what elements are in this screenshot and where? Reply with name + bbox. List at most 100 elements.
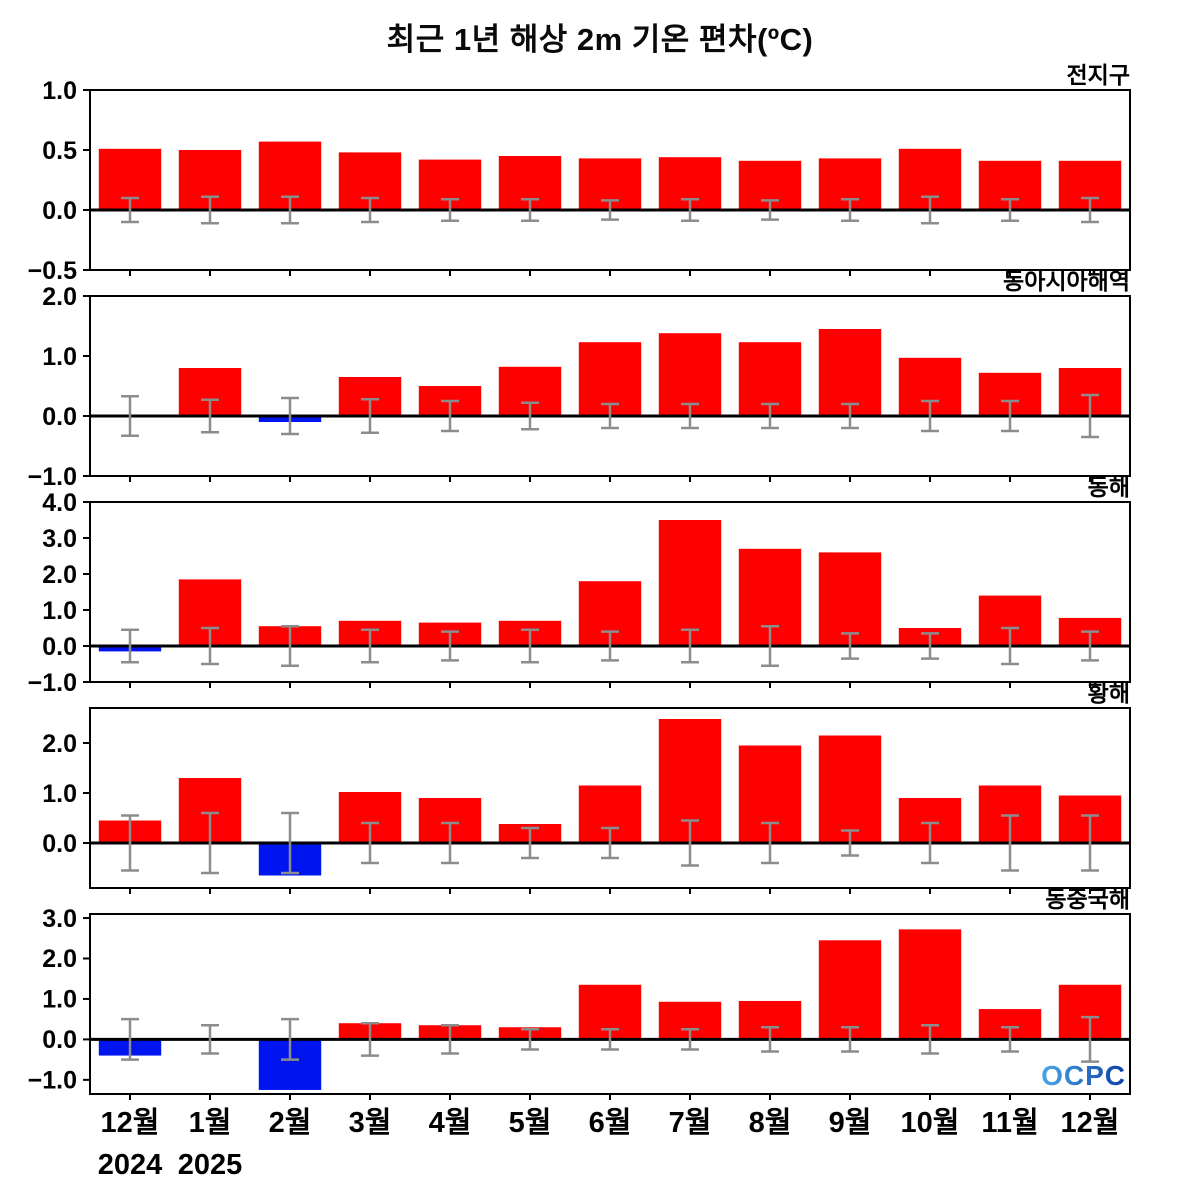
error-bar-11월 xyxy=(1001,814,1019,872)
error-bar-4월 xyxy=(441,197,459,223)
x-label-12: 12월 xyxy=(1061,1106,1120,1139)
error-bar-9월 xyxy=(841,402,859,430)
error-bar-11월 xyxy=(1001,197,1019,223)
panel-title: 동해 xyxy=(1088,474,1130,500)
error-bar-5월 xyxy=(521,826,539,860)
error-bar-9월 xyxy=(841,632,859,660)
error-bar-12월 xyxy=(1081,393,1099,439)
error-bar-11월 xyxy=(1001,1026,1019,1053)
error-bar-8월 xyxy=(761,821,779,865)
panel-전지구: 전지구 1.0 0.5 0.0 −0.5 xyxy=(28,62,1131,285)
error-bar-12월 xyxy=(121,1017,139,1061)
error-bar-6월 xyxy=(601,826,619,860)
error-bar-12월 xyxy=(121,814,139,872)
panel-title: 동아시아해역 xyxy=(1003,268,1130,294)
x-label-8: 8월 xyxy=(749,1106,792,1139)
error-bar-3월 xyxy=(361,397,379,435)
error-bar-5월 xyxy=(521,197,539,223)
error-bar-2월 xyxy=(281,811,299,875)
x-label-4: 4월 xyxy=(429,1106,472,1139)
error-bar-8월 xyxy=(761,624,779,668)
error-bar-2월 xyxy=(281,1017,299,1061)
x-label-9: 9월 xyxy=(829,1106,872,1139)
bar-7월 xyxy=(658,520,722,646)
error-bar-9월 xyxy=(841,197,859,223)
y-tick-label: 0.0 xyxy=(42,403,77,431)
error-bar-12월 xyxy=(1081,1015,1099,1063)
panel-동아시아해역: 동아시아해역 2.0 1.0 0.0 −1.0 xyxy=(28,268,1131,491)
y-tick-label: 1.0 xyxy=(42,780,77,808)
error-bar-3월 xyxy=(361,628,379,664)
error-bar-12월 xyxy=(121,628,139,664)
error-bar-12월 xyxy=(121,394,139,438)
panel-title: 동중국해 xyxy=(1045,886,1130,912)
panels-container: 전지구 1.0 0.5 0.0 −0.5 동아시아해역 2.0 1.0 0.0 −1.0 동해 4.0… xyxy=(0,62,1200,1100)
y-tick-label: 0.0 xyxy=(42,830,77,858)
x-label-3: 3월 xyxy=(349,1106,392,1139)
y-tick-label: 3.0 xyxy=(42,905,77,933)
error-bar-2월 xyxy=(281,195,299,225)
y-tick-label: 1.0 xyxy=(42,986,77,1014)
panel-title: 황해 xyxy=(1088,680,1130,706)
y-tick-label: 0.0 xyxy=(42,633,77,661)
y-tick-label: 2.0 xyxy=(42,561,77,589)
y-tick-label: −1.0 xyxy=(28,1067,77,1095)
error-bar-6월 xyxy=(601,199,619,221)
error-bar-2월 xyxy=(281,624,299,668)
x-label-6: 6월 xyxy=(589,1106,632,1139)
bar-9월 xyxy=(818,940,882,1040)
bar-7월 xyxy=(658,333,722,416)
error-bar-10월 xyxy=(921,399,939,433)
error-bar-4월 xyxy=(441,399,459,433)
error-bar-1월 xyxy=(201,626,219,666)
year-label-2025: 2025 xyxy=(178,1149,243,1181)
x-label-7: 7월 xyxy=(669,1106,712,1139)
y-tick-label: 3.0 xyxy=(42,525,77,553)
y-tick-label: −0.5 xyxy=(28,257,77,285)
panel-title: 전지구 xyxy=(1067,62,1130,88)
panel-황해: 황해 2.0 1.0 0.0 xyxy=(42,680,1131,894)
error-bar-10월 xyxy=(921,195,939,225)
error-bar-3월 xyxy=(361,821,379,865)
x-label-0: 12월 xyxy=(101,1106,160,1139)
x-label-11: 11월 xyxy=(981,1106,1038,1139)
error-bar-6월 xyxy=(601,402,619,430)
error-bar-10월 xyxy=(921,632,939,660)
error-bar-7월 xyxy=(681,628,699,664)
y-tick-label: 2.0 xyxy=(42,283,77,311)
panel-동중국해: 동중국해 3.0 2.0 1.0 0.0 −1.0 xyxy=(28,886,1131,1100)
y-tick-label: 0.0 xyxy=(42,197,77,225)
error-bar-1월 xyxy=(201,195,219,225)
error-bar-5월 xyxy=(521,1028,539,1051)
bar-10월 xyxy=(898,929,962,1040)
y-tick-label: 0.0 xyxy=(42,1026,77,1054)
error-bar-10월 xyxy=(921,1023,939,1055)
bar-9월 xyxy=(818,329,882,416)
y-tick-label: −1.0 xyxy=(28,669,77,697)
bar-9월 xyxy=(818,735,882,843)
error-bar-6월 xyxy=(601,630,619,662)
year-label-2024: 2024 xyxy=(98,1149,163,1181)
error-bar-8월 xyxy=(761,1026,779,1053)
ocpc-logo: OCPC xyxy=(1041,1060,1126,1091)
error-bar-7월 xyxy=(681,402,699,430)
y-tick-label: 1.0 xyxy=(42,77,77,105)
error-bar-5월 xyxy=(521,628,539,664)
error-bar-3월 xyxy=(361,196,379,224)
panel-동해: 동해 4.0 3.0 2.0 1.0 0.0 −1.0 xyxy=(28,474,1131,697)
bar-9월 xyxy=(818,552,882,646)
y-tick-label: −1.0 xyxy=(28,463,77,491)
error-bar-4월 xyxy=(441,630,459,662)
error-bar-9월 xyxy=(841,1026,859,1053)
error-bar-12월 xyxy=(1081,630,1099,662)
error-bar-5월 xyxy=(521,401,539,431)
error-bar-7월 xyxy=(681,197,699,223)
chart-title: 최근 1년 해상 2m 기온 편차(ºC) xyxy=(386,22,814,57)
error-bar-1월 xyxy=(201,398,219,434)
error-bar-7월 xyxy=(681,1028,699,1051)
x-label-1: 1월 xyxy=(189,1106,232,1139)
y-tick-label: 0.5 xyxy=(42,137,77,165)
x-axis-labels: 12월 1월 2월 3월 4월 5월 6월 7월 8월 9월 10월 11월 12월 2024 2025 xyxy=(98,1106,1120,1181)
error-bar-1월 xyxy=(201,811,219,875)
